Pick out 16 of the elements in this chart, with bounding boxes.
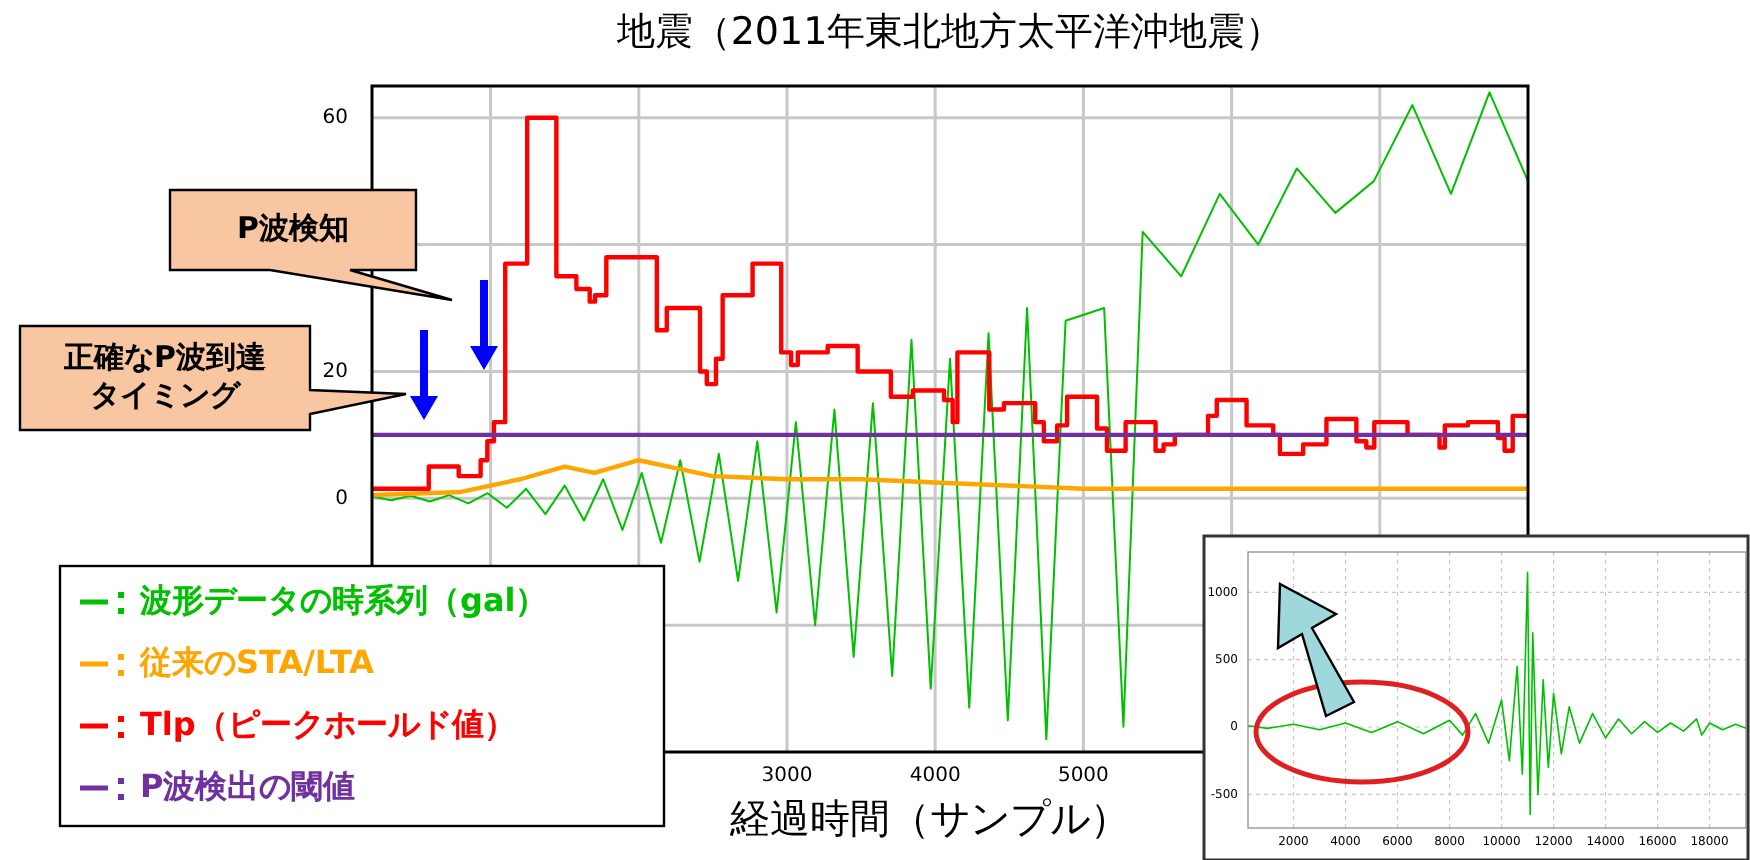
chart-title: 地震（2011年東北地方太平洋沖地震） (614, 10, 1284, 54)
line-series (1248, 571, 1746, 816)
legend-label: P波検出の閾値 (140, 766, 356, 805)
text: 正確なP波到達タイミング (62, 339, 268, 414)
y-tick-label: 60 (322, 107, 348, 130)
x-tick-label: 3000 (761, 765, 813, 788)
x-tick-label: 5000 (1057, 765, 1109, 788)
legend-label: 従来のSTA/LTA (138, 642, 376, 681)
line-series (372, 458, 1528, 498)
x-axis-title: 経過時間（サンプル） (728, 794, 1130, 842)
legend-label: 波形データの時系列（gal） (138, 580, 548, 619)
y-tick-label: 20 (322, 360, 348, 383)
y-tick-label: 0 (335, 487, 348, 510)
x-tick-label: 4000 (909, 765, 961, 788)
legend-label: Tlp（ピークホールド値） (140, 704, 516, 743)
text: P波検知 (237, 210, 349, 247)
